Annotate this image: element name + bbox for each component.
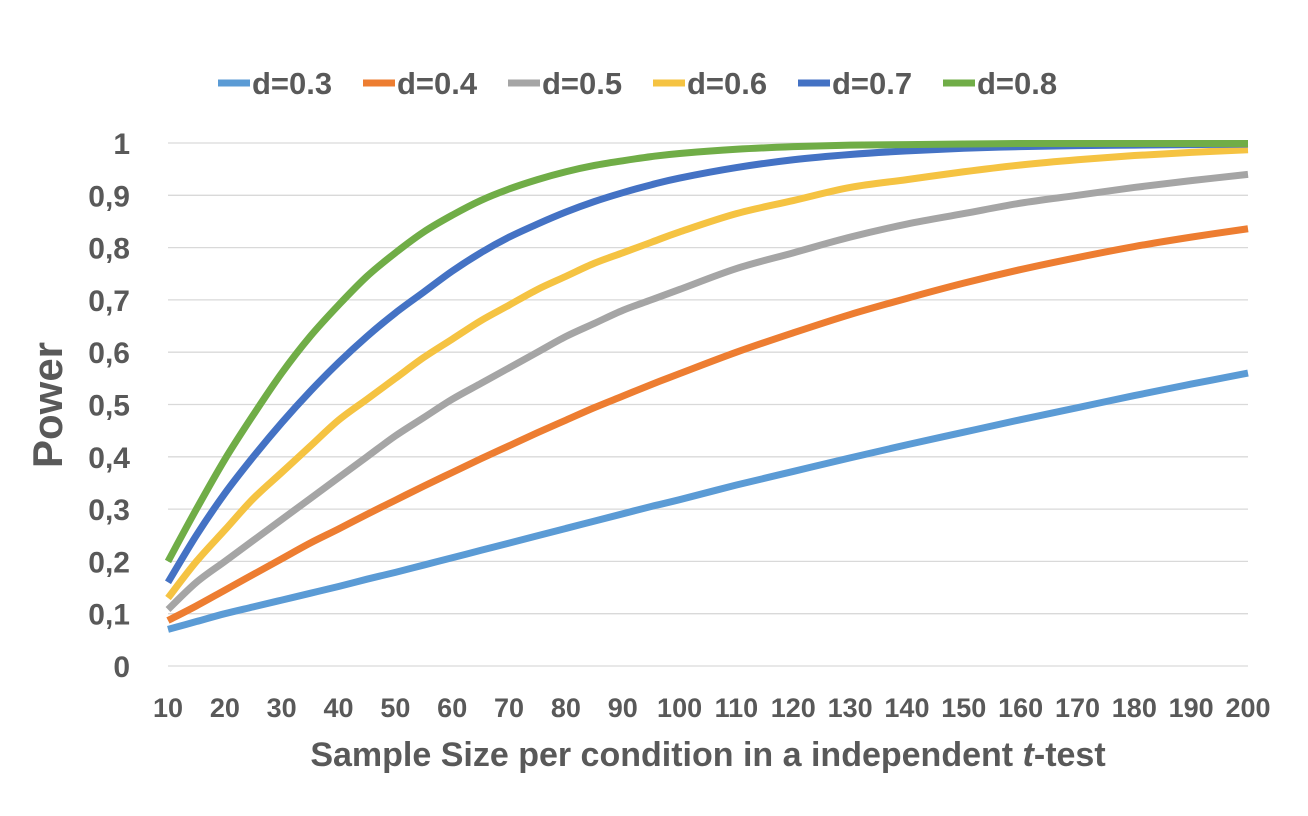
- x-tick-label: 30: [267, 693, 297, 723]
- x-tick-label: 20: [210, 693, 240, 723]
- legend-item: d=0.7: [798, 66, 912, 101]
- series-line-d-0-3: [167, 369, 1249, 633]
- x-tick-label: 170: [1055, 693, 1100, 723]
- x-axis-ticks: 10 20 30 40 50 60 70 80 90 100 110 120 130 140 150 160 1…: [153, 693, 1271, 723]
- legend-label: d=0.3: [252, 66, 332, 101]
- legend-item: d=0.5: [508, 66, 622, 101]
- x-tick-label: 10: [153, 693, 183, 723]
- x-tick-label: 90: [608, 693, 638, 723]
- x-axis-title-tail: -test: [1034, 736, 1106, 774]
- y-tick-label: 0,3: [88, 494, 130, 527]
- x-tick-label: 130: [828, 693, 873, 723]
- x-tick-label: 60: [437, 693, 467, 723]
- x-tick-label: 180: [1112, 693, 1157, 723]
- x-tick-label: 100: [657, 693, 702, 723]
- y-tick-label: 1: [113, 128, 130, 161]
- y-tick-label: 0,5: [88, 390, 130, 423]
- x-tick-label: 50: [380, 693, 410, 723]
- y-tick-label: 0,1: [88, 599, 130, 632]
- legend-label: d=0.5: [542, 66, 622, 101]
- legend-item: d=0.3: [218, 66, 332, 101]
- y-tick-label: 0,8: [88, 233, 130, 266]
- series-line-d-0-7: [165, 140, 1249, 585]
- y-tick-label: 0,6: [88, 337, 130, 370]
- legend-label: d=0.8: [977, 66, 1057, 101]
- y-axis-ticks: 0 0,1 0,2 0,3 0,4 0,5 0,6 0,7 0,8 0,9 1: [88, 128, 130, 684]
- legend-label: d=0.7: [832, 66, 912, 101]
- y-tick-label: 0,4: [88, 442, 130, 475]
- y-tick-label: 0,9: [88, 180, 130, 213]
- series-line-d-0-4: [166, 225, 1249, 624]
- x-tick-label: 70: [494, 693, 524, 723]
- x-tick-label: 40: [324, 693, 354, 723]
- y-axis-title: Power: [24, 342, 71, 468]
- x-tick-label: 150: [941, 693, 986, 723]
- x-tick-label: 110: [715, 693, 759, 723]
- legend-item: d=0.8: [943, 66, 1057, 101]
- x-tick-label: 160: [998, 693, 1043, 723]
- x-tick-label: 140: [884, 693, 929, 723]
- series-lines: [164, 139, 1249, 633]
- series-line-d-0-5: [165, 170, 1249, 613]
- x-axis-title-main: Sample Size per condition in a independe…: [310, 736, 1022, 774]
- legend: d=0.3 d=0.4 d=0.5 d=0.6 d=0.7 d=0.8: [218, 66, 1057, 101]
- x-axis-title-italic: t: [1023, 736, 1036, 774]
- series-line-d-0-8: [164, 139, 1248, 564]
- series-line-d-0-6: [165, 146, 1249, 601]
- legend-item: d=0.6: [653, 66, 767, 101]
- x-tick-label: 200: [1225, 693, 1270, 723]
- y-tick-label: 0: [113, 651, 130, 684]
- x-tick-label: 120: [771, 693, 816, 723]
- legend-item: d=0.4: [363, 66, 478, 101]
- y-tick-label: 0,2: [88, 546, 130, 579]
- y-tick-label: 0,7: [88, 285, 130, 318]
- legend-label: d=0.6: [687, 66, 767, 101]
- x-tick-label: 80: [551, 693, 581, 723]
- x-axis-title: Sample Size per condition in a independe…: [310, 736, 1105, 774]
- x-tick-label: 190: [1169, 693, 1214, 723]
- legend-label: d=0.4: [397, 66, 478, 101]
